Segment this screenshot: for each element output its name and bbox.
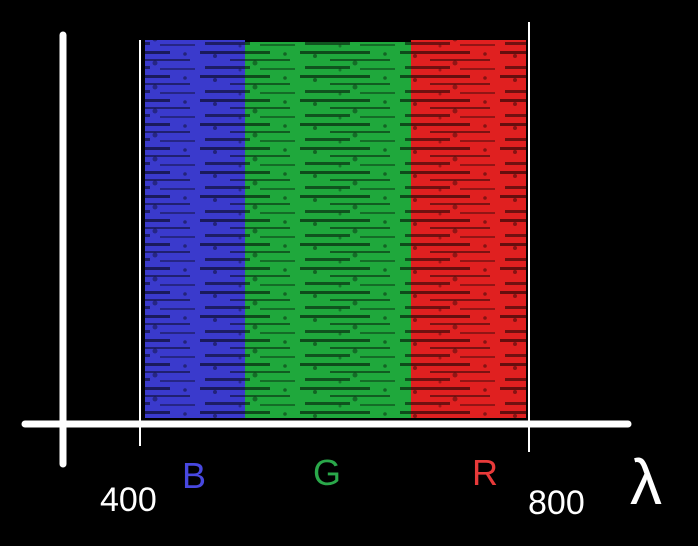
tick-label-800: 800: [528, 484, 585, 522]
band-red-texture: [411, 40, 526, 418]
band-label-g: G: [313, 452, 341, 493]
band-blue-texture: [145, 40, 245, 418]
band-green-texture: [245, 42, 411, 418]
lambda-symbol: λ: [630, 446, 662, 518]
band-green: [245, 42, 411, 418]
band-label-b: B: [182, 455, 206, 496]
band-blue: [145, 40, 245, 418]
band-label-r: R: [472, 452, 498, 493]
tick-label-400: 400: [100, 481, 157, 519]
band-red: [411, 40, 526, 418]
